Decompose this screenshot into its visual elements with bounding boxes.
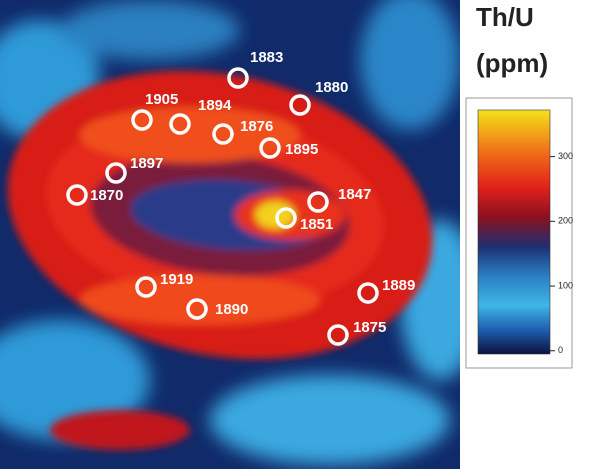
- tick-label: 200: [558, 216, 573, 226]
- colorbar: [478, 110, 550, 354]
- spot-label: 1870: [90, 187, 123, 204]
- spot-label: 1895: [285, 141, 318, 158]
- spot-label: 1905: [145, 91, 178, 108]
- spot-label: 1876: [240, 118, 273, 135]
- tick-label: 0: [558, 345, 563, 355]
- tick-label: 100: [558, 280, 573, 290]
- spot-label: 1847: [338, 186, 371, 203]
- spot-label: 1890: [215, 301, 248, 318]
- spot-label: 1889: [382, 277, 415, 294]
- spot-label: 1897: [130, 155, 163, 172]
- spot-label: 1894: [198, 97, 232, 114]
- legend-title: Th/U: [476, 2, 534, 32]
- spot-label: 1880: [315, 79, 348, 96]
- tick-label: 300: [558, 151, 573, 161]
- legend-title: (ppm): [476, 48, 548, 78]
- spot-label: 1883: [250, 49, 283, 66]
- spot-label: 1851: [300, 216, 333, 233]
- spot-label: 1919: [160, 271, 193, 288]
- spot-label: 1875: [353, 319, 386, 336]
- page: 1883 1880 1905 1894 1876 1895 1897 1870 1847 1851…: [0, 0, 605, 469]
